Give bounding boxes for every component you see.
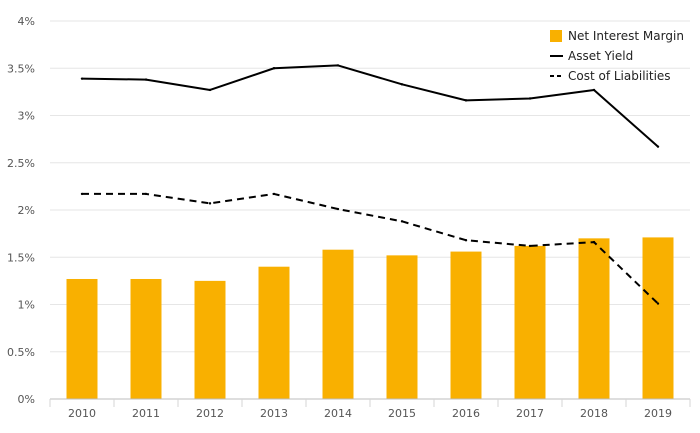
y-tick-label: 2.5% [7,157,35,170]
line-cost-of-liabilities [82,192,659,305]
point-asset-yield-2017 [528,97,532,100]
point-asset-yield-2015 [400,83,404,86]
axes: 0% 0.5% 1% 1.5% 2% 2.5% 3% 3.5% 4% 2010 2011 2012 20… [7,15,691,420]
x-tick-label: 2018 [580,407,608,420]
y-tick-label: 3% [18,110,35,123]
line-asset-yield [81,64,659,148]
point-cost-of-liabilities-2015 [400,220,404,223]
legend: Net Interest Margin Asset Yield Cost of Li… [550,29,684,83]
point-asset-yield-2014 [336,64,340,67]
point-asset-yield-2016 [464,99,468,102]
legend-swatch-net-interest-margin [550,30,562,42]
point-asset-yield-2013 [272,67,276,70]
bar-net-interest-margin-2018 [578,238,610,399]
x-tick-label: 2015 [388,407,416,420]
x-tick-label: 2014 [324,407,352,420]
bar-net-interest-margin-2019 [642,237,674,399]
point-asset-yield-2019 [656,145,660,148]
bar-net-interest-margin-2012 [194,280,226,399]
bar-net-interest-margin-2016 [450,251,482,399]
bar-net-interest-margin-2015 [386,255,418,399]
legend-label-net-interest-margin: Net Interest Margin [568,29,684,43]
legend-label-cost-of-liabilities: Cost of Liabilities [568,69,671,83]
x-tick-label: 2010 [68,407,96,420]
x-tick-label: 2013 [260,407,288,420]
x-tick-label: 2017 [516,407,544,420]
y-tick-label: 1% [18,299,35,312]
y-tick-label: 2% [18,204,35,217]
point-cost-of-liabilities-2011 [144,192,148,196]
bar-net-interest-margin-2010 [66,278,98,399]
point-asset-yield-2018 [592,88,596,92]
point-cost-of-liabilities-2014 [336,207,340,211]
bars [66,237,674,399]
y-tick-label: 3.5% [7,62,35,75]
bar-net-interest-margin-2011 [130,278,162,399]
point-cost-of-liabilities-2016 [464,239,468,242]
legend-label-asset-yield: Asset Yield [568,49,633,63]
y-tick-label: 1.5% [7,251,35,264]
point-cost-of-liabilities-2018 [592,240,596,244]
y-tick-label: 0.5% [7,346,35,359]
point-cost-of-liabilities-2019 [656,302,660,305]
point-asset-yield-2010 [80,77,84,80]
point-cost-of-liabilities-2013 [272,192,276,196]
point-cost-of-liabilities-2017 [528,244,532,248]
x-tick-label: 2019 [644,407,672,420]
bar-net-interest-margin-2014 [322,249,354,399]
point-asset-yield-2011 [144,78,148,81]
bar-net-interest-margin-2013 [258,266,290,399]
point-asset-yield-2012 [208,88,212,92]
bar-net-interest-margin-2017 [514,245,546,399]
point-cost-of-liabilities-2010 [80,192,84,196]
x-tick-label: 2011 [132,407,160,420]
lines [80,64,660,305]
y-tick-label: 0% [18,393,35,406]
x-tick-label: 2012 [196,407,224,420]
point-cost-of-liabilities-2012 [208,202,212,205]
y-tick-label: 4% [18,15,35,28]
x-tick-label: 2016 [452,407,480,420]
